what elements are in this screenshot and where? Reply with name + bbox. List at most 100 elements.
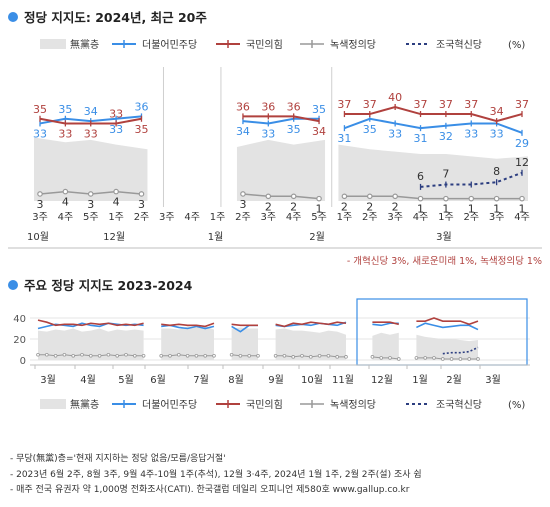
녹색정의당-point xyxy=(238,353,243,358)
month-label: 9월 xyxy=(268,374,284,386)
rebuild-data-label: 6 xyxy=(417,170,424,183)
green-point xyxy=(240,191,246,197)
green-data-label: 2 xyxy=(290,200,297,213)
ppp-data-label: 34 xyxy=(490,105,504,118)
y-tick-label: 20 xyxy=(13,335,26,346)
month-label: 4월 xyxy=(80,374,96,386)
국민의힘-line xyxy=(416,317,479,326)
legend-unit: (%) xyxy=(508,40,525,51)
minjoo-data-label: 33 xyxy=(388,127,402,140)
더불어민주당-line xyxy=(37,322,144,330)
green-data-label: 4 xyxy=(113,196,120,209)
녹색정의당-point xyxy=(273,353,278,358)
녹색정의당-point xyxy=(124,352,128,357)
green-point xyxy=(113,188,119,195)
nopart-area xyxy=(161,326,214,360)
rebuild-data-label: 7 xyxy=(442,168,449,181)
녹색정의당-point xyxy=(133,353,137,358)
legend-item: 더불어민주당 xyxy=(112,39,197,51)
국민의힘-line xyxy=(161,322,215,328)
녹색정의당-point xyxy=(80,352,84,357)
legend-item: 조국혁신당 xyxy=(406,39,482,51)
녹색정의당-point xyxy=(388,356,392,360)
minjoo-data-label: 34 xyxy=(236,125,250,138)
green-data-label: 3 xyxy=(138,198,145,211)
ppp-line xyxy=(242,115,320,123)
녹색정의당-point xyxy=(247,353,252,358)
nopart-area xyxy=(231,327,258,360)
녹색정의당-point xyxy=(308,355,313,359)
ppp-data-label: 37 xyxy=(439,98,453,111)
green-data-label: 2 xyxy=(341,200,348,213)
녹색정의당-point xyxy=(317,353,322,358)
녹색정의당-point xyxy=(256,353,260,358)
legend-item: 녹색정의당 xyxy=(300,399,376,411)
legend-item: 국민의힘 xyxy=(216,39,283,51)
녹색정의당-point xyxy=(53,353,58,358)
minjoo-data-label: 31 xyxy=(414,132,428,145)
녹색정의당-point xyxy=(476,357,480,361)
green-data-label: 3 xyxy=(37,198,44,211)
ppp-line xyxy=(344,105,523,123)
green-data-label: 3 xyxy=(239,198,246,211)
국민의힘-line xyxy=(372,321,399,326)
국민의힘-line xyxy=(37,319,144,327)
month-label: 2월 xyxy=(309,231,325,243)
footnotes: - 무당(無黨)층='현재 지지하는 정당 없음/모름/응답거절' - 2023… xyxy=(10,452,422,499)
녹색정의당-point xyxy=(36,352,40,357)
bullet-icon xyxy=(8,279,18,290)
녹색정의당-point xyxy=(300,353,304,358)
ppp-data-label: 37 xyxy=(363,98,377,111)
minjoo-data-label: 35 xyxy=(312,103,326,116)
녹색정의당-point xyxy=(97,353,102,358)
green-point xyxy=(37,191,43,197)
녹색정의당-point xyxy=(335,355,340,359)
legend-unit: (%) xyxy=(508,400,525,411)
green-data-label: 1 xyxy=(519,203,526,216)
green-data-label: 1 xyxy=(493,203,500,216)
녹색정의당-point xyxy=(185,353,190,358)
x-tick-label: 3주 xyxy=(489,212,505,223)
nopart-area xyxy=(338,144,528,201)
nopart-area xyxy=(38,328,144,360)
x-tick-label: 1주 xyxy=(210,212,226,223)
legend-label: 無黨층 xyxy=(70,398,99,411)
x-tick-label: 4주 xyxy=(413,212,429,223)
x-tick-label: 2주 xyxy=(463,212,479,223)
footnote-1: - 무당(無黨)층='현재 지지하는 정당 없음/모름/응답거절' xyxy=(10,454,226,464)
green-point xyxy=(366,193,373,200)
녹색정의당-point xyxy=(370,355,375,359)
month-label: 3월 xyxy=(436,231,452,243)
legend-label: 녹색정의당 xyxy=(330,39,376,51)
minjoo-data-label: 31 xyxy=(337,132,351,145)
ppp-data-label: 34 xyxy=(312,125,326,138)
month-label: 1월 xyxy=(208,231,224,243)
녹색정의당-point xyxy=(203,353,208,358)
녹색정의당-point xyxy=(115,353,119,358)
bottom-chart: 0 20 40 3월 4월 5월 6월 7월 8월 9월 10월 11월 12월 1월 2월 3월 無黨층 더불어… xyxy=(13,298,530,411)
녹색정의당-point xyxy=(282,353,287,358)
minjoo-data-label: 32 xyxy=(439,130,453,143)
녹색정의당-point xyxy=(44,352,49,357)
ppp-data-label: 37 xyxy=(515,98,529,111)
month-label: 10월 xyxy=(301,374,323,386)
x-tick-label: 3주 xyxy=(261,212,277,223)
minjoo-data-label: 35 xyxy=(287,123,301,136)
legend-label: 더불어민주당 xyxy=(142,399,197,411)
nopart-area xyxy=(236,139,326,201)
month-label: 7월 xyxy=(193,374,209,386)
month-label: 10월 xyxy=(27,231,49,243)
month-label: 12월 xyxy=(371,374,393,386)
green-data-label: 1 xyxy=(417,203,424,216)
녹색정의당-point xyxy=(414,356,419,360)
legend-item: 더불어민주당 xyxy=(112,399,197,411)
green-point xyxy=(341,193,348,200)
green-data-label: 1 xyxy=(316,203,323,216)
x-tick-label: 4주 xyxy=(286,212,302,223)
minjoo-data-label: 33 xyxy=(33,127,47,140)
녹색정의당-point xyxy=(440,357,445,361)
legend-label: 국민의힘 xyxy=(246,39,283,51)
ppp-data-label: 33 xyxy=(109,107,123,120)
x-tick-label: 1주 xyxy=(108,212,124,223)
green-line xyxy=(344,195,522,200)
